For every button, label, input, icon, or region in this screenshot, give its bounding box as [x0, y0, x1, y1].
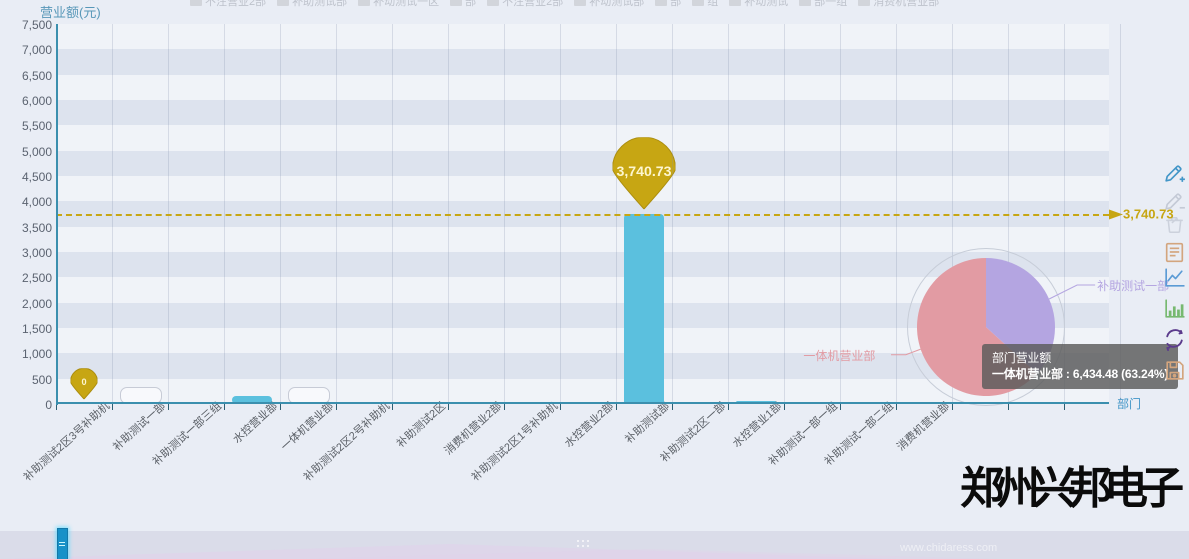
svg-text:3,740.73: 3,740.73 [616, 165, 671, 181]
svg-text:0: 0 [81, 377, 86, 387]
